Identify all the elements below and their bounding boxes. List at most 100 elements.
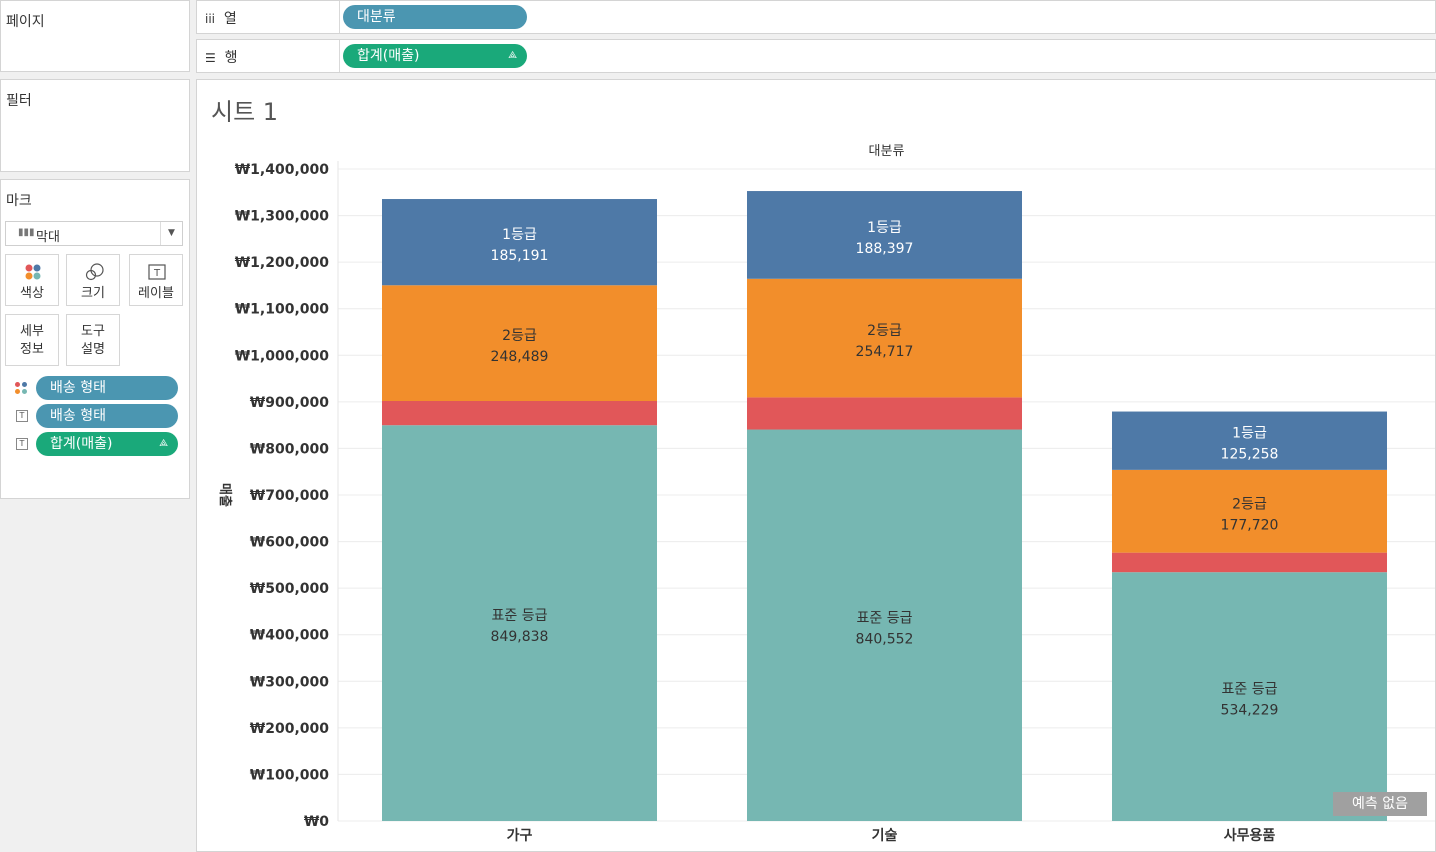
text-icon: T bbox=[130, 263, 182, 281]
tooltip-label-2: 설명 bbox=[81, 342, 105, 357]
chevron-down-icon[interactable]: ▼ bbox=[160, 222, 182, 245]
label-encoding-icon: T bbox=[16, 410, 28, 422]
size-button[interactable]: 크기 bbox=[66, 254, 120, 306]
bar-segment bbox=[747, 429, 1022, 821]
label-encoding-icon: T bbox=[16, 438, 28, 450]
y-tick-label: ₩800,000 bbox=[250, 441, 329, 457]
bar-segment bbox=[747, 397, 1022, 430]
data-label-value: 849,838 bbox=[491, 629, 549, 645]
color-icon bbox=[6, 263, 58, 281]
detail-button[interactable]: 세부 정보 bbox=[5, 314, 59, 366]
sheet-title: 시트 1 bbox=[211, 98, 279, 126]
y-tick-label: ₩100,000 bbox=[250, 767, 329, 783]
mark-field-color-label: 배송 형태 bbox=[50, 380, 106, 396]
y-tick-label: ₩200,000 bbox=[250, 721, 329, 737]
marks-title: 마크 bbox=[6, 193, 32, 209]
mark-type-dropdown[interactable]: ▮▮▮ 막대 ▼ bbox=[5, 221, 183, 246]
data-label-series: 2등급 bbox=[502, 328, 537, 344]
mark-field-label-shipping[interactable]: 배송 형태 bbox=[36, 404, 178, 428]
bar-segment bbox=[382, 199, 657, 286]
bar-segment bbox=[1112, 552, 1387, 573]
tooltip-label-1: 도구 bbox=[81, 324, 105, 339]
detail-label-2: 정보 bbox=[20, 342, 44, 357]
y-tick-label: ₩1,300,000 bbox=[235, 209, 330, 225]
rows-shelf-label: ☰ 행 bbox=[205, 47, 238, 67]
mark-field-color[interactable]: 배송 형태 bbox=[36, 376, 178, 400]
bar-chart-icon: ▮▮▮ bbox=[18, 227, 35, 238]
delta-icon: ⟁ bbox=[159, 438, 168, 449]
rows-label-text: 행 bbox=[224, 50, 238, 66]
bar-segment bbox=[1112, 469, 1387, 553]
y-axis-label: 매출 bbox=[217, 483, 233, 507]
y-tick-label: ₩1,000,000 bbox=[235, 348, 330, 364]
columns-icon: iii bbox=[205, 12, 216, 26]
delta-icon: ⟁ bbox=[508, 50, 517, 61]
columns-shelf-label: iii 열 bbox=[205, 8, 237, 28]
data-label-series: 1등급 bbox=[867, 220, 902, 236]
bar-segment bbox=[382, 425, 657, 821]
rows-icon: ☰ bbox=[205, 51, 216, 65]
data-label-series: 2등급 bbox=[867, 323, 902, 339]
mark-field-label-shipping-text: 배송 형태 bbox=[50, 408, 106, 424]
bar-segment bbox=[747, 278, 1022, 398]
y-tick-label: ₩400,000 bbox=[250, 628, 329, 644]
data-label-value: 840,552 bbox=[856, 631, 914, 647]
detail-label-1: 세부 bbox=[20, 324, 44, 339]
y-tick-label: ₩900,000 bbox=[250, 395, 329, 411]
data-label-value: 125,258 bbox=[1221, 447, 1279, 463]
data-label-series: 표준 등급 bbox=[857, 610, 913, 626]
rows-pill-label: 합계(매출) bbox=[357, 48, 420, 64]
filters-title: 필터 bbox=[6, 93, 32, 109]
label-button[interactable]: T 레이블 bbox=[129, 254, 183, 306]
size-button-label: 크기 bbox=[81, 286, 105, 301]
columns-pill[interactable]: 대분류 bbox=[343, 5, 527, 29]
forecast-badge[interactable]: 예측 없음 bbox=[1333, 792, 1427, 816]
y-tick-label: ₩700,000 bbox=[250, 488, 329, 504]
y-tick-label: ₩1,200,000 bbox=[235, 255, 330, 271]
y-tick-label: ₩300,000 bbox=[250, 674, 329, 690]
stacked-bar-chart: ₩1,400,000 ₩1,300,000 ₩1,200,000 ₩1,100,000… bbox=[217, 144, 1435, 844]
left-panel: 페이지 필터 마크 ▮▮▮ 막대 ▼ 색상 크기 T 레이블 bbox=[0, 0, 190, 852]
data-label-series: 표준 등급 bbox=[1222, 682, 1278, 698]
rows-shelf[interactable]: ☰ 행 합계(매출) ⟁ bbox=[196, 39, 1436, 73]
shelf-divider bbox=[339, 1, 340, 33]
chart-title: 대분류 bbox=[869, 144, 905, 159]
data-label-series: 1등급 bbox=[1232, 426, 1267, 442]
marks-card: 마크 ▮▮▮ 막대 ▼ 색상 크기 T 레이블 세부 정 bbox=[0, 179, 190, 499]
color-button[interactable]: 색상 bbox=[5, 254, 59, 306]
data-label-value: 534,229 bbox=[1221, 703, 1279, 719]
sheet-view: 시트 1 ₩1,400,000 ₩1,300,000 ₩1,200,000 ₩1,10… bbox=[196, 79, 1436, 852]
bar-segment bbox=[1112, 411, 1387, 470]
y-tick-label: ₩600,000 bbox=[250, 535, 329, 551]
data-label-value: 254,717 bbox=[856, 344, 914, 360]
pages-title: 페이지 bbox=[6, 14, 45, 30]
y-tick-label: ₩500,000 bbox=[250, 581, 329, 597]
tooltip-button[interactable]: 도구 설명 bbox=[66, 314, 120, 366]
x-tick-label: 가구 bbox=[507, 828, 533, 844]
x-tick-label: 기술 bbox=[872, 828, 898, 844]
mark-type-value: 막대 bbox=[36, 230, 60, 245]
y-tick-label: ₩0 bbox=[304, 814, 329, 830]
x-tick-label: 사무용품 bbox=[1224, 828, 1276, 844]
label-button-label: 레이블 bbox=[138, 286, 174, 301]
y-tick-label: ₩1,100,000 bbox=[235, 302, 330, 318]
columns-shelf[interactable]: iii 열 대분류 bbox=[196, 0, 1436, 34]
shelf-divider bbox=[339, 40, 340, 72]
color-encoding-icon bbox=[15, 382, 27, 394]
columns-pill-label: 대분류 bbox=[357, 9, 396, 25]
pages-card[interactable]: 페이지 bbox=[0, 0, 190, 72]
data-label-value: 177,720 bbox=[1221, 517, 1279, 533]
filters-card[interactable]: 필터 bbox=[0, 79, 190, 172]
data-label-series: 1등급 bbox=[502, 227, 537, 243]
y-tick-label: ₩1,400,000 bbox=[235, 162, 330, 178]
mark-field-label-sales[interactable]: 합계(매출) ⟁ bbox=[36, 432, 178, 456]
rows-pill[interactable]: 합계(매출) ⟁ bbox=[343, 44, 527, 68]
size-icon bbox=[67, 263, 119, 281]
mark-field-label-sales-text: 합계(매출) bbox=[50, 436, 113, 452]
bar-segment bbox=[747, 191, 1022, 279]
data-label-series: 표준 등급 bbox=[492, 608, 548, 624]
svg-text:T: T bbox=[153, 268, 161, 279]
data-label-value: 185,191 bbox=[491, 248, 549, 264]
data-label-series: 2등급 bbox=[1232, 496, 1267, 512]
bar-segment bbox=[382, 401, 657, 426]
